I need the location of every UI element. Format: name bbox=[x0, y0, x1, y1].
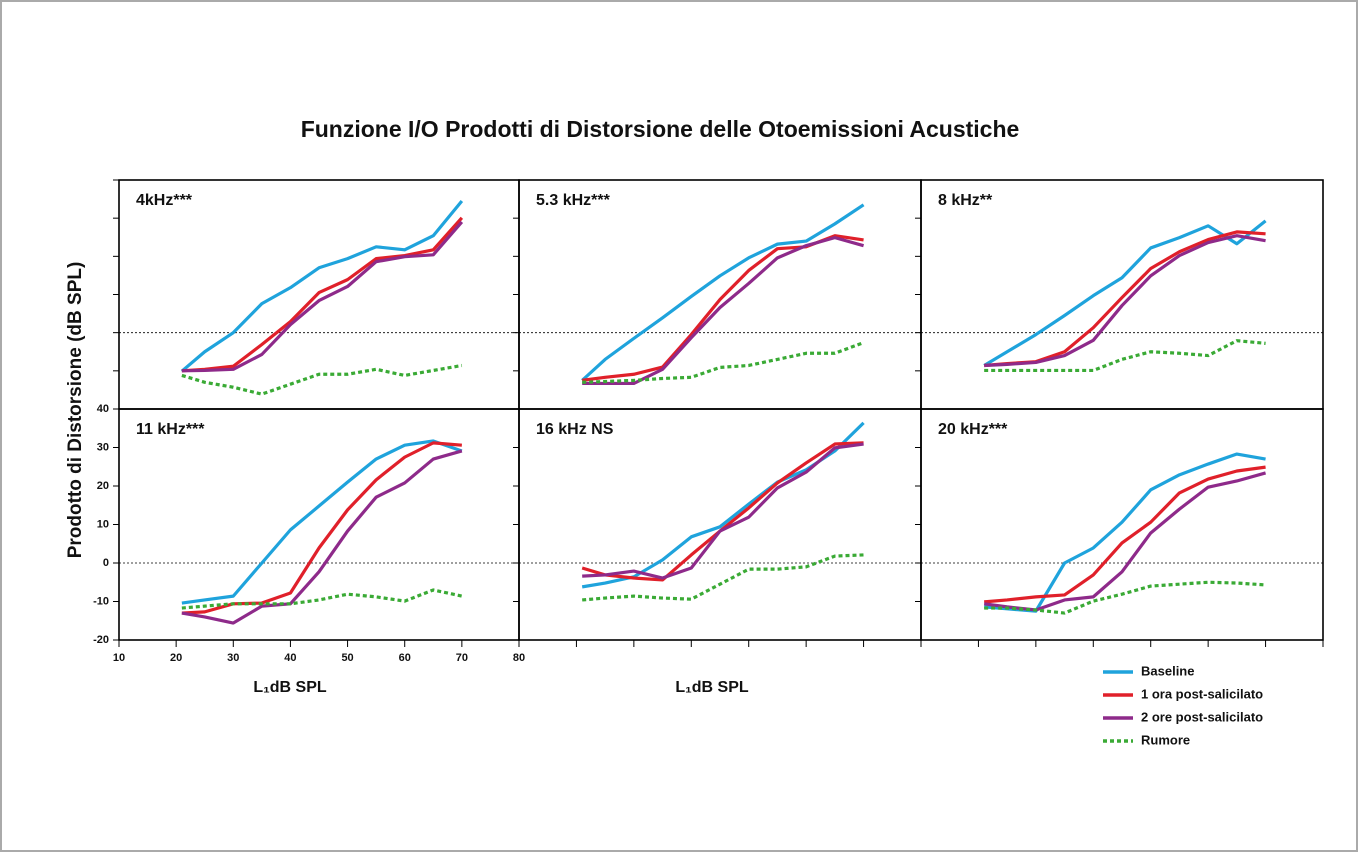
y-tick-label: 0 bbox=[103, 557, 109, 569]
x-tick-label: 10 bbox=[113, 652, 125, 664]
series-line bbox=[181, 441, 462, 615]
series-line bbox=[983, 219, 1267, 367]
series-line bbox=[582, 236, 865, 386]
series-line bbox=[582, 442, 864, 580]
legend-label: Baseline bbox=[1141, 663, 1194, 678]
legend-label: 2 ore post-salicilato bbox=[1141, 709, 1263, 724]
legend-label: 1 ora post-salicilato bbox=[1141, 686, 1263, 701]
y-axis-label: Prodotto di Distorsione (dB SPL) bbox=[65, 262, 86, 559]
x-tick-label: 80 bbox=[513, 652, 525, 664]
series-line bbox=[180, 199, 464, 373]
series-line bbox=[984, 339, 1266, 373]
x-axis-label: L₁dB SPL bbox=[675, 679, 749, 696]
y-tick-label: -20 bbox=[93, 634, 109, 646]
x-tick-label: 20 bbox=[170, 652, 182, 664]
x-tick-label: 40 bbox=[284, 652, 296, 664]
series-line bbox=[181, 449, 463, 625]
panel-title: 4kHz*** bbox=[136, 192, 193, 209]
y-tick-label: 30 bbox=[97, 441, 109, 453]
y-tick-label: -10 bbox=[93, 595, 109, 607]
series-line bbox=[984, 234, 1266, 368]
panel-title: 8 kHz** bbox=[938, 192, 993, 209]
x-tick-label: 60 bbox=[399, 652, 411, 664]
y-tick-label: 40 bbox=[97, 403, 109, 415]
panel-title: 16 kHz NS bbox=[536, 421, 614, 438]
series-line bbox=[582, 553, 864, 602]
series-line bbox=[181, 439, 463, 605]
series-line bbox=[984, 465, 1266, 604]
x-tick-label: 30 bbox=[227, 652, 239, 664]
chart-title: Funzione I/O Prodotti di Distorsione del… bbox=[301, 116, 1020, 142]
series-line bbox=[582, 341, 865, 384]
panel-title: 11 kHz*** bbox=[136, 421, 205, 438]
panel-title: 5.3 kHz*** bbox=[536, 192, 611, 209]
y-tick-label: 10 bbox=[97, 518, 109, 530]
series-line bbox=[181, 216, 464, 373]
x-axis-label: L₁dB SPL bbox=[253, 679, 327, 696]
series-line bbox=[181, 363, 463, 396]
panel-title: 20 kHz*** bbox=[938, 421, 1008, 438]
series-line bbox=[581, 203, 865, 382]
y-tick-label: 20 bbox=[97, 480, 109, 492]
x-tick-label: 50 bbox=[341, 652, 353, 664]
series-line bbox=[181, 588, 463, 610]
series-line bbox=[984, 580, 1266, 615]
x-tick-label: 70 bbox=[456, 652, 468, 664]
series-line bbox=[181, 220, 464, 373]
legend-label: Rumore bbox=[1141, 732, 1190, 747]
